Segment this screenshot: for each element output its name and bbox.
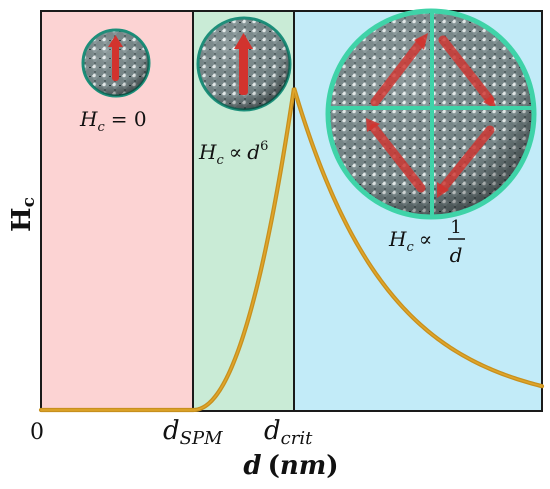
domain-arrows (366, 33, 497, 198)
multi-domain-annotation: Hc ∝ 1 d (388, 217, 465, 267)
magnetization-arrow-icon (234, 33, 253, 95)
single-domain-annotation: Hc ∝ d6 (198, 139, 268, 168)
large-particle (325, 8, 537, 220)
origin-label: 0 (30, 420, 44, 445)
svg-text:Hc∝: Hc ∝ (388, 227, 432, 255)
plot-frame (40, 10, 543, 412)
spm-annotation: Hc = 0 (79, 107, 147, 135)
svg-text:1: 1 (450, 217, 461, 238)
magnetization-arrow-icon (108, 35, 123, 81)
coercivity-curve-highlight (40, 87, 543, 411)
y-axis-label: Hc (7, 197, 39, 232)
x-axis-label: d (nm) (243, 451, 338, 481)
domain-walls (328, 11, 534, 216)
d-crit-label: dcrit (264, 416, 313, 449)
small-particle (81, 28, 151, 98)
svg-text:d: d (450, 243, 463, 267)
d-spm-label: dSPM (163, 416, 223, 449)
medium-particle (196, 16, 292, 112)
